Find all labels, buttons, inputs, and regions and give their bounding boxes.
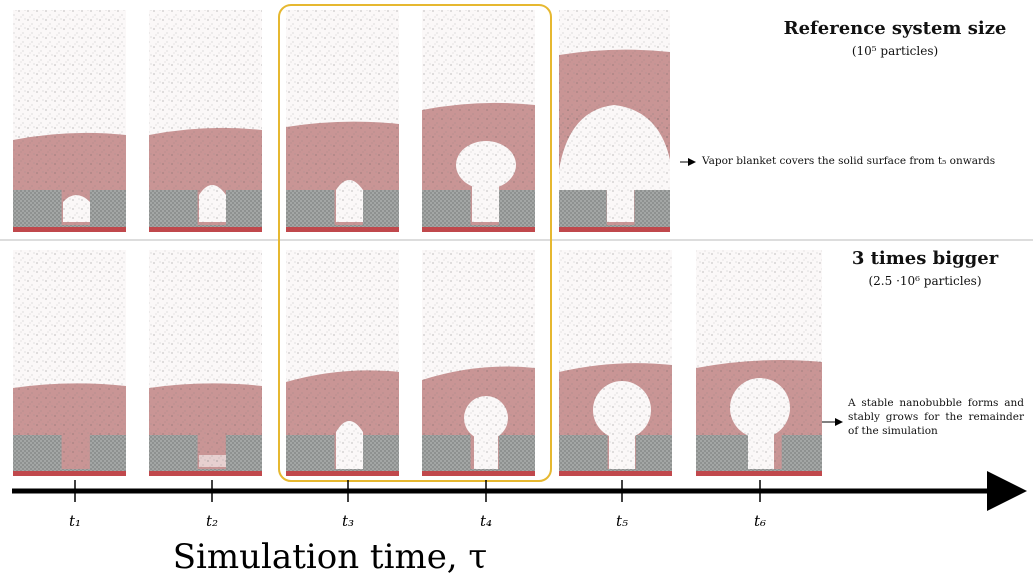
time-tick-label: t₂ [206, 512, 218, 530]
note: Vapor blanket covers the solid surface f… [702, 155, 1032, 167]
note: A stable nanobubble forms and stably gro… [848, 396, 1024, 438]
bubble-texture [607, 188, 634, 222]
substrate [149, 471, 262, 476]
substrate [149, 227, 262, 232]
axis-label: Simulation time, τ [173, 537, 487, 577]
bubble-texture [199, 185, 226, 222]
time-tick-label: t₆ [754, 512, 766, 530]
time-tick-label: t₁ [69, 512, 81, 530]
substrate [559, 227, 670, 232]
time-tick-label: t₃ [342, 512, 354, 530]
substrate [13, 471, 126, 476]
bubble-texture [336, 421, 363, 469]
time-tick-label: t₅ [616, 512, 628, 530]
substrate [422, 227, 535, 232]
time-tick-label: t₄ [480, 512, 492, 530]
liquid-texture [13, 383, 126, 435]
substrate [559, 471, 672, 476]
substrate [13, 227, 126, 232]
bubble-texture [63, 195, 90, 222]
substrate [286, 471, 399, 476]
substrate [696, 471, 822, 476]
liquid-texture [149, 128, 262, 190]
row-subtitle: (2.5 ·10⁶ particles) [820, 274, 1030, 288]
row-title: Reference system size [760, 18, 1030, 39]
row-subtitle: (10⁵ particles) [760, 44, 1030, 58]
row-title: 3 times bigger [820, 248, 1030, 269]
bubble-texture [199, 455, 226, 467]
bubble-texture [593, 381, 651, 439]
figure-canvas: Simulation time, τ t₁ t₂ t₃ t₄ t₅ t₆ [0, 0, 1033, 585]
liquid-texture [149, 383, 262, 435]
trench-texture [62, 435, 90, 469]
bubble-texture [336, 180, 363, 222]
liquid-texture [13, 133, 126, 190]
bubble-texture [730, 378, 790, 438]
bubble-texture [464, 396, 508, 440]
liquid-texture [286, 122, 399, 190]
substrate [286, 227, 399, 232]
substrate [422, 471, 535, 476]
figure: Simulation time, τ t₁ t₂ t₃ t₄ t₅ t₆ Referenc… [0, 0, 1033, 585]
bubble-texture [456, 141, 516, 189]
